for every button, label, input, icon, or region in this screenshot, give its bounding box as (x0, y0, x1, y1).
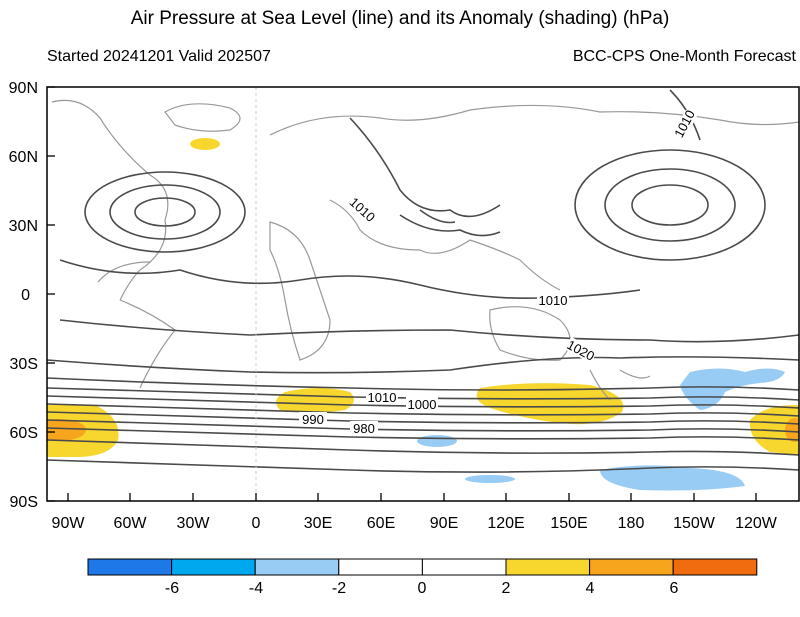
lon-label: 60E (367, 515, 395, 532)
contour-label: 980 (353, 421, 375, 436)
legend-swatch (589, 558, 674, 576)
lat-label: 30N (9, 218, 38, 235)
legend-label: -2 (332, 580, 346, 597)
legend-label: -4 (249, 580, 263, 597)
negative-anomaly-area (680, 368, 785, 410)
negative-anomaly-area (417, 435, 457, 447)
lat-label: 60N (9, 149, 38, 166)
legend-swatch (672, 558, 758, 576)
contour-label: 1010 (539, 293, 568, 308)
legend-label: 0 (418, 580, 427, 597)
legend-label: -6 (165, 580, 179, 597)
contour-label: 1010 (347, 194, 379, 224)
lat-label: 90N (9, 80, 38, 97)
lon-label: 120E (487, 515, 524, 532)
lon-label: 60W (114, 515, 148, 532)
legend-swatch (87, 558, 173, 576)
lon-label: 150E (550, 515, 587, 532)
legend-swatch (171, 558, 256, 576)
positive-anomaly-area (190, 138, 220, 150)
legend-swatch (421, 558, 507, 576)
legend-swatch (505, 558, 591, 576)
lon-label: 30W (177, 515, 211, 532)
color-legend (87, 558, 758, 576)
lon-label: 30E (304, 515, 332, 532)
lon-label: 0 (252, 515, 261, 532)
legend-label: 2 (502, 580, 511, 597)
lon-label: 120W (735, 515, 778, 532)
lat-label: 90S (10, 494, 38, 511)
negative-anomaly-area (600, 465, 745, 491)
lat-label: 60S (10, 425, 38, 442)
contour-label: 990 (302, 412, 324, 427)
legend-label: 6 (670, 580, 679, 597)
positive-anomaly-area (276, 388, 354, 413)
contour-label: 1000 (408, 397, 437, 412)
negative-anomaly-area (465, 475, 515, 483)
lon-label: 150W (673, 515, 716, 532)
legend-swatch (254, 558, 340, 576)
lon-label: 90E (430, 515, 458, 532)
lon-label: 90W (52, 515, 86, 532)
contour-label: 1010 (368, 390, 397, 405)
forecast-source: BCC-CPS One-Month Forecast (572, 48, 796, 65)
coastlines (51, 99, 799, 401)
chart-title: Air Pressure at Sea Level (line) and its… (130, 8, 670, 29)
lat-label: 0 (21, 287, 30, 304)
isobars (47, 89, 799, 473)
forecast-dates: Started 20241201 Valid 202507 (47, 48, 271, 65)
legend-label: 4 (586, 580, 595, 597)
positive-anomaly-area (47, 419, 86, 441)
lon-label: 180 (618, 515, 645, 532)
latitude-axis (47, 86, 55, 502)
legend-swatch (338, 558, 423, 576)
longitude-axis (67, 493, 757, 501)
lat-label: 30S (10, 356, 38, 373)
